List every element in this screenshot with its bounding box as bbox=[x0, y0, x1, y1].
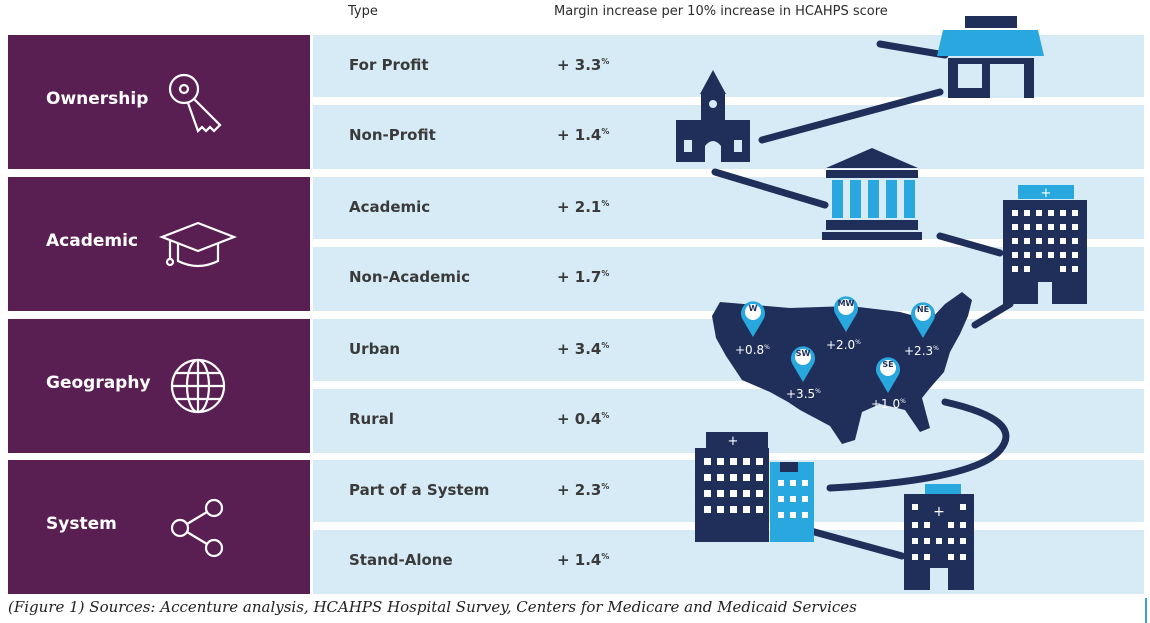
table-row: Rural + 0.4% bbox=[313, 389, 1144, 453]
source-caption: (Figure 1) Sources: Accenture analysis, … bbox=[8, 598, 857, 616]
category-panel: Geography bbox=[8, 319, 310, 453]
graduation-cap-icon bbox=[158, 221, 238, 268]
table-row: Academic + 2.1% bbox=[313, 177, 1144, 239]
margin-value: + 2.3% bbox=[557, 481, 610, 499]
category-panel: Ownership bbox=[8, 35, 310, 169]
table-row: Stand-Alone + 1.4% bbox=[313, 530, 1144, 594]
margin-value: + 0.4% bbox=[557, 410, 610, 428]
table-row: Urban + 3.4% bbox=[313, 319, 1144, 381]
type-label: Urban bbox=[349, 340, 401, 358]
table-row: For Profit + 3.3% bbox=[313, 35, 1144, 97]
key-icon bbox=[168, 73, 222, 134]
right-edge-divider bbox=[1145, 598, 1147, 623]
margin-column-header: Margin increase per 10% increase in HCAH… bbox=[554, 4, 888, 19]
margin-value: + 3.4% bbox=[557, 340, 610, 358]
margin-value: + 1.7% bbox=[557, 268, 610, 286]
category-panel: Academic bbox=[8, 177, 310, 311]
margin-value: + 2.1% bbox=[557, 198, 610, 216]
category-label: Ownership bbox=[46, 89, 149, 109]
margin-value: + 3.3% bbox=[557, 56, 610, 74]
category-label: System bbox=[46, 514, 117, 534]
group-system: System Part of a System + 2.3% Stand-Alo… bbox=[8, 460, 1144, 594]
category-panel: System bbox=[8, 460, 310, 594]
type-label: Part of a System bbox=[349, 481, 490, 499]
category-label: Academic bbox=[46, 231, 139, 251]
table-row: Part of a System + 2.3% bbox=[313, 460, 1144, 522]
type-label: Non-Academic bbox=[349, 268, 470, 286]
margin-value: + 1.4% bbox=[557, 551, 610, 569]
group-geography: Geography Urban + 3.4% Rural + 0.4% bbox=[8, 319, 1144, 453]
globe-icon bbox=[170, 358, 226, 414]
category-label: Geography bbox=[46, 373, 151, 393]
table-row: Non-Profit + 1.4% bbox=[313, 105, 1144, 169]
group-ownership: Ownership For Profit + 3.3% Non-Profit +… bbox=[8, 35, 1144, 169]
type-label: Stand-Alone bbox=[349, 551, 453, 569]
margin-value: + 1.4% bbox=[557, 126, 610, 144]
table-row: Non-Academic + 1.7% bbox=[313, 247, 1144, 311]
type-label: Non-Profit bbox=[349, 126, 436, 144]
share-icon bbox=[170, 498, 224, 558]
type-label: Rural bbox=[349, 410, 394, 428]
group-academic: Academic Academic + 2.1% Non-Academic + … bbox=[8, 177, 1144, 311]
type-column-header: Type bbox=[348, 4, 378, 19]
type-label: For Profit bbox=[349, 56, 429, 74]
type-label: Academic bbox=[349, 198, 431, 216]
